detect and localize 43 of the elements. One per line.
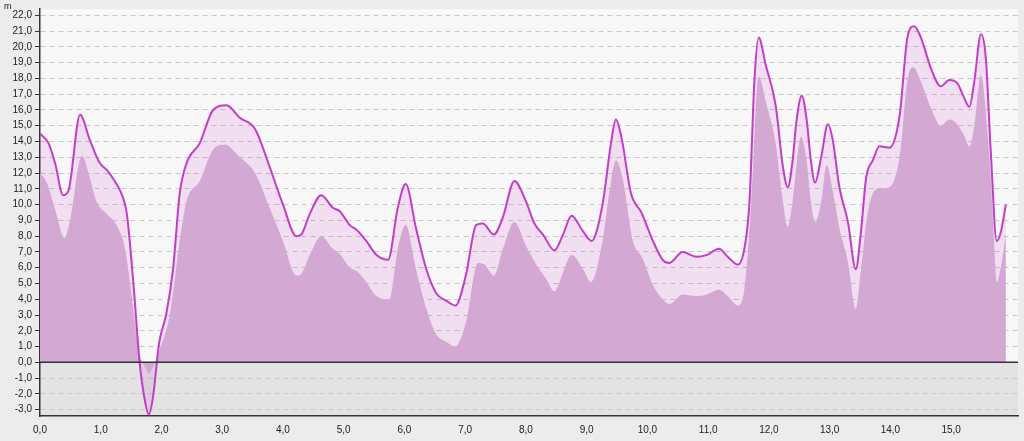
y-tick-label: 21,0	[12, 24, 33, 36]
y-tick-label: 2,0	[18, 324, 33, 336]
y-axis-title: m	[4, 0, 12, 11]
y-tick-label: 0,0	[18, 356, 33, 368]
y-tick-label: 10,0	[12, 198, 33, 210]
y-tick-label: 17,0	[12, 87, 33, 99]
y-tick-label: 1,0	[18, 340, 33, 352]
y-tick-label: 7,0	[18, 245, 33, 257]
x-tick-label: 3,0	[215, 423, 230, 435]
y-tick-label: 11,0	[13, 182, 33, 194]
x-tick-label: 10,0	[637, 423, 658, 435]
y-tick-label: -1,0	[14, 371, 33, 383]
y-tick-label: 19,0	[12, 56, 33, 68]
y-tick-label: -3,0	[14, 403, 33, 415]
x-tick-label: 0,0	[33, 423, 48, 435]
x-tick-label: 1,0	[93, 423, 109, 435]
x-tick-label: 9,0	[579, 423, 595, 435]
y-tick-label: 3,0	[18, 308, 33, 320]
x-tick-label: 5,0	[336, 423, 352, 435]
y-tick-label: 16,0	[12, 103, 33, 115]
x-tick-label: 12,0	[759, 423, 780, 435]
x-tick-label: 2,0	[154, 423, 169, 435]
y-tick-label: 5,0	[18, 277, 33, 289]
y-tick-label: 20,0	[12, 40, 33, 52]
y-tick-label: 22,0	[12, 9, 33, 21]
y-tick-label: 12,0	[12, 166, 33, 178]
x-tick-label: 8,0	[519, 423, 534, 435]
y-tick-label: -2,0	[14, 387, 33, 399]
y-tick-label: 13,0	[12, 151, 33, 163]
y-tick-label: 4,0	[18, 293, 33, 305]
x-tick-label: 7,0	[458, 423, 473, 435]
x-tick-label: 6,0	[397, 423, 412, 435]
x-tick-label: 15,0	[941, 423, 962, 435]
y-tick-label: 8,0	[18, 229, 33, 241]
x-tick-label: 14,0	[880, 423, 901, 435]
y-tick-label: 14,0	[12, 135, 33, 147]
y-tick-label: 6,0	[18, 261, 33, 273]
x-tick-label: 4,0	[276, 423, 291, 435]
y-tick-label: 9,0	[18, 214, 33, 226]
y-tick-label: 15,0	[12, 119, 33, 131]
x-tick-label: 11,0	[698, 423, 718, 435]
x-tick-label: 13,0	[819, 423, 840, 435]
y-tick-label: 18,0	[12, 72, 33, 84]
